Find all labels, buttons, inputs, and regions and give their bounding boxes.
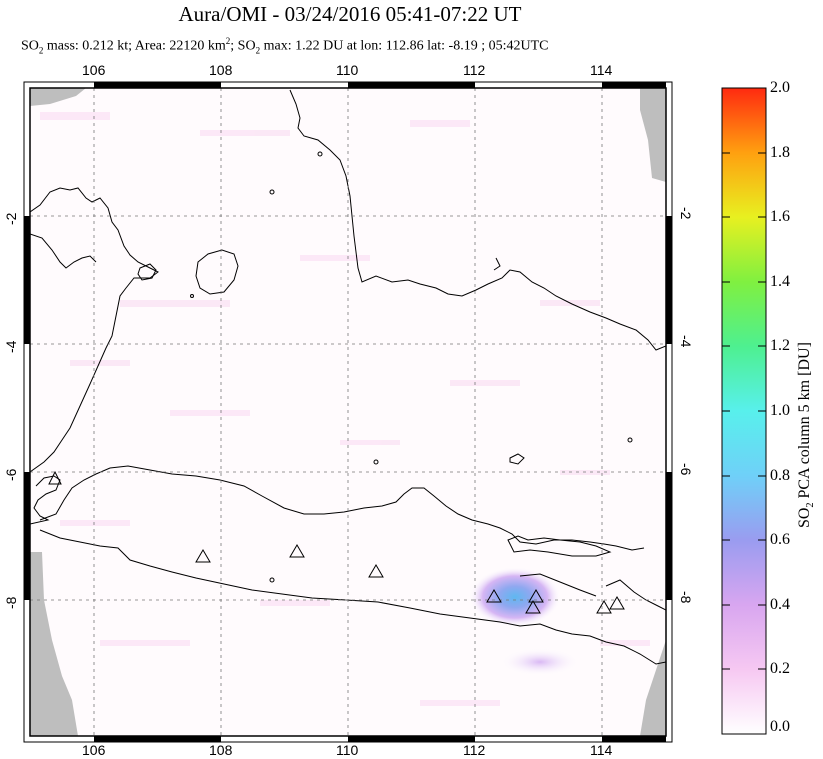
missing-data <box>30 88 666 736</box>
colorbar <box>721 87 767 735</box>
lat-tick-left: -2 <box>3 212 19 225</box>
volcano-markers <box>48 470 625 614</box>
map-frame <box>23 81 673 743</box>
colorbar-label: 1.0 <box>770 402 790 419</box>
colorbar-title: SO2 PCA column 5 km [DU] <box>796 342 817 528</box>
so2-plume <box>469 567 561 627</box>
colorbar-label: 1.8 <box>770 144 790 161</box>
lon-tick-top: 114 <box>590 62 613 78</box>
lat-tick-left: -8 <box>3 596 19 609</box>
volcano-marker <box>368 564 384 578</box>
volcano-marker <box>525 600 541 614</box>
lon-tick-top: 108 <box>209 62 233 78</box>
colorbar-label: 1.6 <box>770 208 790 225</box>
volcano-marker <box>289 544 305 558</box>
volcano-marker <box>48 470 62 485</box>
lon-tick-bottom: 114 <box>590 742 613 758</box>
lon-tick-bottom: 106 <box>82 742 106 758</box>
lat-tick-right: -8 <box>678 591 694 604</box>
lat-tick-left: -4 <box>3 340 19 353</box>
colorbar-label: 0.8 <box>770 467 790 484</box>
volcano-marker <box>528 589 544 603</box>
lon-tick-bottom: 108 <box>209 742 233 758</box>
map-title: Aura/OMI - 03/24/2016 05:41-07:22 UT <box>178 2 522 26</box>
lon-tick-top: 106 <box>82 62 106 78</box>
lon-tick-bottom: 112 <box>463 742 486 758</box>
graticule <box>30 88 666 736</box>
colorbar-label: 2.0 <box>770 79 790 96</box>
colorbar-label: 0.4 <box>770 596 790 613</box>
colorbar-label: 0.2 <box>770 660 790 677</box>
colorbar-label: 0.0 <box>770 718 790 735</box>
lon-tick-top: 110 <box>336 62 359 78</box>
map-subtitle: SO2 mass: 0.212 kt; Area: 22120 km2; SO2… <box>21 36 549 56</box>
volcano-marker <box>195 549 211 563</box>
lat-tick-right: -4 <box>678 335 694 348</box>
lon-tick-bottom: 110 <box>336 742 359 758</box>
colorbar-label: 1.4 <box>770 273 790 290</box>
volcano-marker <box>486 589 502 603</box>
lat-tick-right: -6 <box>678 463 694 476</box>
lat-tick-right: -2 <box>678 207 694 220</box>
lon-tick-top: 112 <box>463 62 486 78</box>
lat-tick-left: -6 <box>3 468 19 481</box>
volcano-marker <box>596 600 612 614</box>
coastlines <box>30 89 666 665</box>
colorbar-label: 0.6 <box>770 531 790 548</box>
volcano-marker <box>609 596 625 610</box>
colorbar-label: 1.2 <box>770 337 790 354</box>
